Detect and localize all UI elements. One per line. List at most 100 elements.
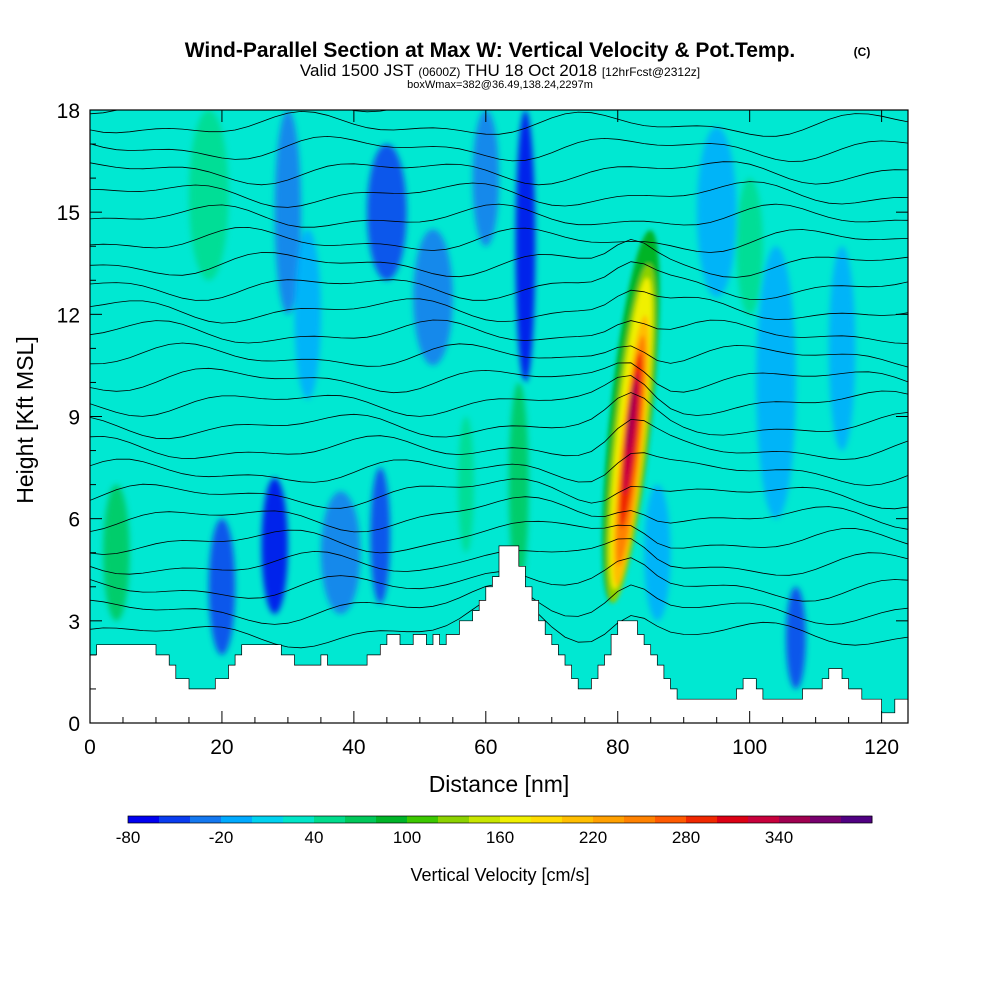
- velocity-blob: [696, 127, 737, 298]
- velocity-blob: [458, 416, 474, 553]
- colorbar-frame: [127, 815, 873, 824]
- isentrope-line: [90, 203, 908, 228]
- chart-title: Wind-Parallel Section at Max W: Vertical…: [185, 39, 796, 62]
- isentrope-line: [90, 261, 908, 301]
- colorbar-swatch: [531, 816, 563, 823]
- isentrope-line: [90, 319, 908, 344]
- x-tick-label: 120: [864, 736, 899, 759]
- velocity-blob: [261, 477, 288, 615]
- colorbar-swatch: [407, 816, 439, 823]
- x-tick-label: 40: [342, 736, 365, 759]
- colorbar-tick-label: 280: [672, 828, 700, 847]
- isentrope-line: [90, 161, 908, 186]
- colorbar-swatch: [469, 816, 501, 823]
- subtitle-date: THU 18 Oct 2018: [465, 61, 597, 80]
- colorbar: -80 -20 40 100 160 220 280 340: [116, 815, 873, 847]
- isentrope-line: [90, 226, 908, 253]
- y-tick-label: 12: [57, 304, 80, 327]
- colorbar-swatch: [779, 816, 811, 823]
- colorbar-tick-label: -20: [209, 828, 234, 847]
- x-tick-label: 0: [84, 736, 96, 759]
- isentrope-line: [90, 181, 908, 208]
- colorbar-swatch: [841, 816, 873, 823]
- colorbar-swatch: [810, 816, 842, 823]
- colorbar-tick-label: 160: [486, 828, 514, 847]
- isentrope-line: [90, 289, 908, 324]
- colorbar-swatch: [438, 816, 470, 823]
- subtitle-zulu: (0600Z): [418, 65, 460, 79]
- isentrope-line: [90, 452, 908, 486]
- isentrope-line: [90, 342, 908, 368]
- isentrope-line: [90, 478, 908, 510]
- isentrope-line: [90, 362, 908, 394]
- updraft-core: [602, 230, 660, 603]
- colorbar-label: Vertical Velocity [cm/s]: [410, 865, 589, 885]
- velocity-blob: [472, 110, 499, 247]
- subtitle-valid: Valid 1500 JST: [300, 61, 414, 80]
- colorbar-swatch: [190, 816, 222, 823]
- velocity-blob: [785, 586, 806, 689]
- y-tick-label: 6: [68, 509, 80, 532]
- x-tick-label: 60: [474, 736, 497, 759]
- y-axis-label: Height [Kft MSL]: [12, 336, 38, 503]
- isentrope-line: [90, 110, 908, 137]
- colorbar-swatch: [376, 816, 408, 823]
- x-tick-label: 100: [732, 736, 767, 759]
- colorbar-swatch: [345, 816, 377, 823]
- x-tick-label: 20: [210, 736, 233, 759]
- axes: 0 20 40 60 80 100 120 0 3 6 9 12 15 18: [57, 100, 908, 759]
- chart-annotation: boxWmax=382@36.49,138.24,2297m: [407, 79, 593, 91]
- colorbar-swatch: [500, 816, 532, 823]
- chart-title-tag: (C): [854, 45, 871, 59]
- isentrope-line: [90, 375, 908, 417]
- velocity-blob: [274, 110, 302, 315]
- colorbar-swatch: [562, 816, 594, 823]
- velocity-blob: [413, 229, 453, 366]
- isentrope-line: [90, 392, 908, 440]
- updraft-core-layer: [626, 382, 636, 451]
- colorbar-swatch: [686, 816, 718, 823]
- x-tick-label: 80: [606, 736, 629, 759]
- velocity-blob: [515, 110, 536, 383]
- velocity-blob: [756, 246, 796, 519]
- velocity-blob: [367, 144, 407, 281]
- colorbar-tick-label: 340: [765, 828, 793, 847]
- terrain-mask: [90, 545, 908, 723]
- velocity-blob: [188, 110, 229, 281]
- isentrope-line: [90, 135, 908, 162]
- colorbar-tick-label: 100: [393, 828, 421, 847]
- colorbar-swatch: [314, 816, 346, 823]
- velocity-blob: [508, 382, 529, 587]
- isentrope-line: [90, 238, 908, 278]
- velocity-blob: [208, 518, 236, 655]
- colorbar-swatch: [221, 816, 253, 823]
- isentrope-line: [90, 520, 908, 555]
- y-tick-label: 18: [57, 100, 80, 123]
- y-tick-label: 15: [57, 202, 80, 225]
- colorbar-swatch: [128, 816, 160, 823]
- velocity-blob: [828, 246, 856, 451]
- colorbar-tick-label: 40: [305, 828, 324, 847]
- chart-subtitle: Valid 1500 JST (0600Z) THU 18 Oct 2018 […: [300, 61, 700, 80]
- isentrope-line: [90, 496, 908, 533]
- velocity-field: [103, 110, 856, 689]
- velocity-blob: [294, 229, 321, 400]
- colorbar-tick-label: 220: [579, 828, 607, 847]
- y-tick-label: 3: [68, 611, 80, 634]
- y-tick-label: 9: [68, 407, 80, 430]
- y-tick-label: 0: [68, 713, 80, 736]
- velocity-blob: [644, 484, 671, 621]
- colorbar-swatch: [159, 816, 191, 823]
- colorbar-swatch: [717, 816, 749, 823]
- colorbar-swatch: [593, 816, 625, 823]
- colorbar-tick-label: -80: [116, 828, 141, 847]
- x-axis-label: Distance [nm]: [429, 771, 570, 797]
- colorbar-swatch: [283, 816, 315, 823]
- velocity-blob: [320, 491, 361, 615]
- colorbar-swatch: [655, 816, 687, 823]
- colorbar-swatch: [624, 816, 656, 823]
- colorbar-swatch: [748, 816, 780, 823]
- velocity-blob: [103, 484, 130, 621]
- velocity-blob: [736, 178, 763, 315]
